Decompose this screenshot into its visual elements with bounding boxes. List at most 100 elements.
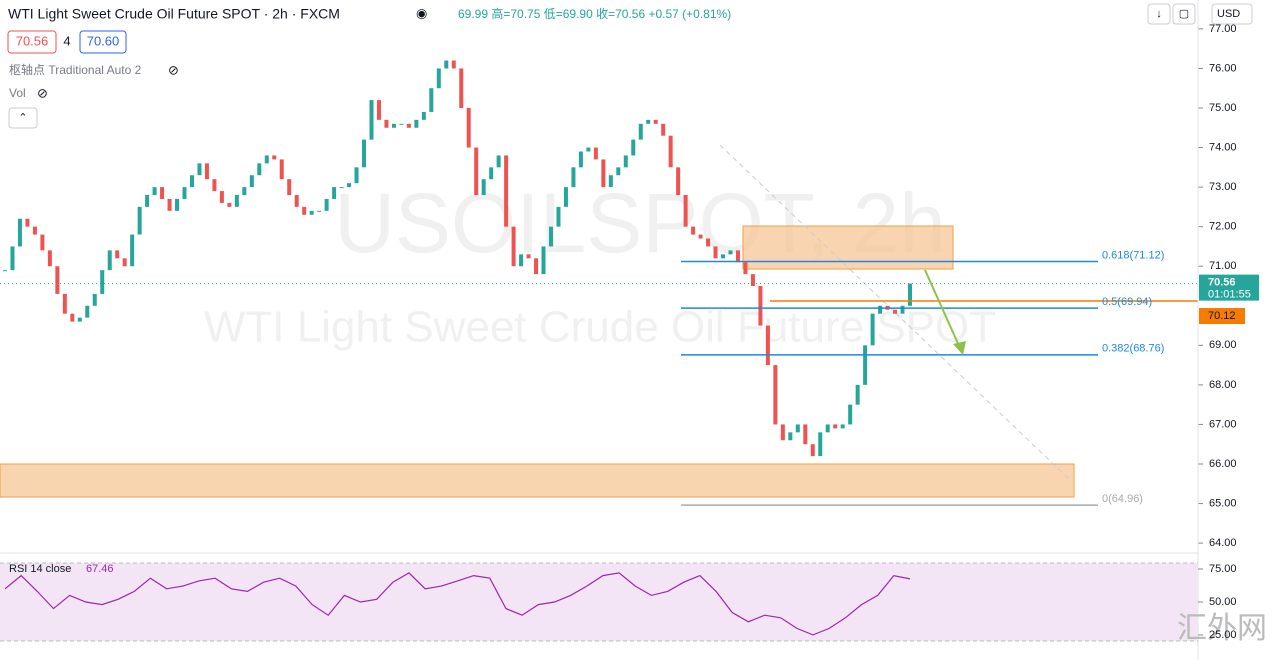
- y-tick-label: 66.00: [1209, 458, 1237, 470]
- support-zone: [0, 463, 1075, 498]
- candle: [257, 163, 262, 176]
- candle: [339, 187, 344, 189]
- y-tick-label: 67.00: [1209, 418, 1237, 430]
- rsi-tick-label: 75.00: [1209, 563, 1237, 575]
- candle: [85, 305, 90, 318]
- site-watermark: 汇外网: [1177, 612, 1267, 645]
- candle: [92, 293, 97, 306]
- y-tick-label: 64.00: [1209, 537, 1237, 549]
- candle: [728, 250, 733, 255]
- candle: [145, 195, 150, 207]
- candle: [571, 167, 576, 188]
- candle: [504, 155, 509, 227]
- candle: [653, 119, 658, 124]
- candle: [25, 218, 30, 227]
- ask-box[interactable]: [79, 30, 127, 54]
- candle: [601, 159, 606, 188]
- ohlc: 69.99 高=70.75 低=69.90 收=70.56 +0.57 (+0.…: [458, 6, 731, 21]
- candle: [324, 198, 329, 211]
- candle: [100, 270, 105, 294]
- eye-icon[interactable]: ◉: [416, 5, 427, 20]
- candle: [444, 60, 449, 69]
- rsi-band: [0, 563, 1198, 641]
- candle: [272, 155, 277, 160]
- candle: [309, 210, 314, 215]
- rsi-tick-label: 50.00: [1209, 596, 1237, 608]
- hide-icon[interactable]: ⊘: [168, 62, 179, 77]
- candle: [676, 167, 681, 196]
- candle: [563, 187, 568, 207]
- candle: [638, 123, 643, 140]
- candle: [908, 283, 912, 306]
- candle: [332, 187, 337, 199]
- rsi-label: RSI 14 close: [9, 563, 71, 575]
- candle: [534, 258, 539, 275]
- candle: [414, 119, 419, 128]
- y-tick-label: 73.00: [1209, 181, 1237, 193]
- fullscreen-button[interactable]: [1172, 3, 1196, 25]
- candle: [750, 274, 755, 286]
- hide-icon[interactable]: ⊘: [37, 85, 48, 100]
- candle: [160, 187, 165, 199]
- candle: [578, 151, 583, 168]
- level-tag: [1199, 308, 1245, 325]
- collapse-button[interactable]: [8, 107, 38, 129]
- candle: [369, 100, 374, 140]
- arrow: [924, 269, 961, 349]
- candle: [855, 384, 860, 405]
- candle: [548, 226, 553, 247]
- candle: [40, 234, 45, 251]
- spread: 4: [63, 33, 70, 48]
- y-tick-label: 74.00: [1209, 141, 1237, 153]
- candle: [204, 163, 209, 180]
- candle: [264, 155, 269, 164]
- candle: [175, 198, 180, 211]
- y-tick-label: 69.00: [1209, 339, 1237, 351]
- candle: [384, 119, 389, 128]
- ask: 70.60: [87, 33, 120, 48]
- download-button[interactable]: [1147, 3, 1171, 25]
- candle: [451, 60, 456, 69]
- candle: [668, 135, 673, 168]
- y-tick-label: 71.00: [1209, 260, 1237, 272]
- candle: [489, 167, 494, 180]
- bid-box[interactable]: [7, 30, 57, 54]
- candle: [137, 206, 142, 235]
- candle: [227, 202, 232, 207]
- price-tag-label: 70.56: [1208, 277, 1236, 289]
- candle: [803, 424, 808, 445]
- candle: [406, 123, 411, 128]
- candle: [870, 313, 875, 346]
- level-tag-label: 70.12: [1208, 310, 1236, 322]
- candle: [3, 270, 7, 272]
- currency: USD: [1217, 8, 1240, 20]
- fib-label: 0.5(69.94): [1102, 296, 1152, 308]
- y-tick-label: 65.00: [1209, 497, 1237, 509]
- candle: [840, 424, 845, 429]
- fib-label: 0(64.96): [1102, 493, 1143, 505]
- candle: [496, 155, 501, 168]
- candle: [511, 226, 516, 267]
- candle: [47, 250, 52, 267]
- candle: [593, 147, 598, 160]
- candle: [354, 167, 359, 184]
- candle: [436, 68, 441, 89]
- candle: [317, 210, 322, 212]
- y-tick-label: 72.00: [1209, 221, 1237, 233]
- price-tag: [1199, 274, 1259, 301]
- candle: [825, 424, 830, 433]
- candle: [541, 246, 546, 275]
- candle: [302, 206, 307, 215]
- rsi-line: [4, 572, 911, 636]
- candle: [17, 218, 22, 247]
- currency-button[interactable]: [1211, 3, 1253, 25]
- candle: [234, 195, 239, 207]
- candle: [698, 234, 703, 239]
- candle: [765, 325, 770, 366]
- arrow-head: [953, 341, 966, 355]
- candle: [189, 175, 194, 188]
- candle: [773, 365, 778, 425]
- candle: [107, 250, 112, 271]
